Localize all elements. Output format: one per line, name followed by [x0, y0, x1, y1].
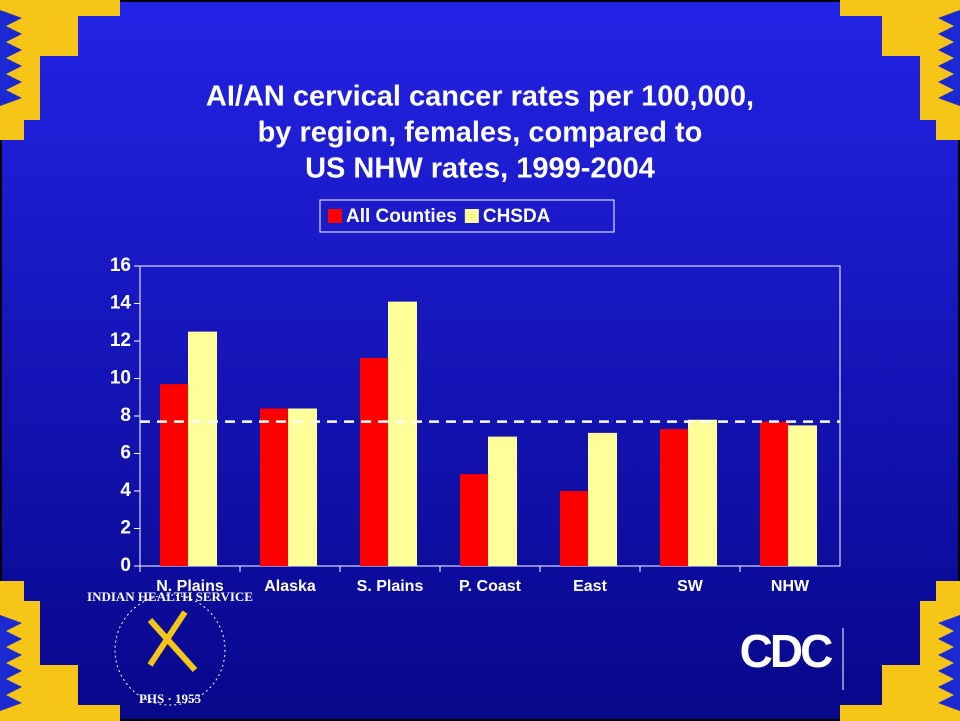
bar [388, 301, 417, 566]
bar [788, 425, 817, 566]
bar [688, 419, 717, 566]
x-tick-label: N. Plains [156, 578, 224, 595]
chart-title: by region, females, compared to [258, 117, 703, 149]
legend-box [319, 199, 615, 233]
bar [260, 408, 289, 566]
chart: AI/AN cervical cancer rates per 100,000,… [110, 81, 841, 595]
y-tick-label: 16 [110, 255, 131, 276]
legend-swatch [328, 209, 342, 223]
x-tick-label: SW [677, 578, 704, 595]
logo-text: PHS · 1955 [139, 691, 202, 706]
x-tick-label: P. Coast [459, 578, 522, 595]
bar [460, 474, 489, 566]
chart-title: AI/AN cervical cancer rates per 100,000, [206, 81, 754, 113]
legend: All Counties CHSDA [319, 199, 615, 233]
bar [288, 408, 317, 566]
bar [488, 436, 517, 566]
x-tick-label: S. Plains [357, 578, 424, 595]
bar [360, 357, 389, 566]
bar [560, 491, 589, 566]
bar [160, 384, 189, 566]
bar [588, 432, 617, 566]
x-tick-label: NHW [771, 578, 810, 595]
legend-label: CHSDA [483, 206, 551, 227]
chart-title: US NHW rates, 1999-2004 [305, 153, 655, 185]
y-tick-label: 0 [120, 555, 131, 576]
legend-label: All Counties [346, 206, 457, 227]
logo-ring [114, 594, 226, 706]
cdc-logo: CDC [740, 625, 844, 690]
x-tick-label: East [573, 578, 607, 595]
logo-text: INDIAN HEALTH SERVICE [87, 589, 253, 604]
y-tick-label: 12 [110, 330, 131, 351]
legend-swatch [464, 209, 479, 223]
logo-emblem [147, 610, 198, 673]
y-tick-label: 8 [120, 405, 131, 426]
bar [660, 429, 689, 566]
ihs-logo: INDIAN HEALTH SERVICE PHS · 1955 [87, 589, 253, 706]
y-tick-label: 6 [120, 443, 131, 464]
x-tick-label: Alaska [264, 578, 316, 595]
y-tick-label: 4 [120, 480, 131, 501]
y-tick-label: 10 [110, 368, 131, 389]
logo-text: CDC [740, 625, 832, 677]
bar [188, 331, 217, 566]
y-tick-label: 2 [120, 518, 131, 539]
bar [760, 421, 789, 566]
y-tick-label: 14 [110, 293, 132, 314]
